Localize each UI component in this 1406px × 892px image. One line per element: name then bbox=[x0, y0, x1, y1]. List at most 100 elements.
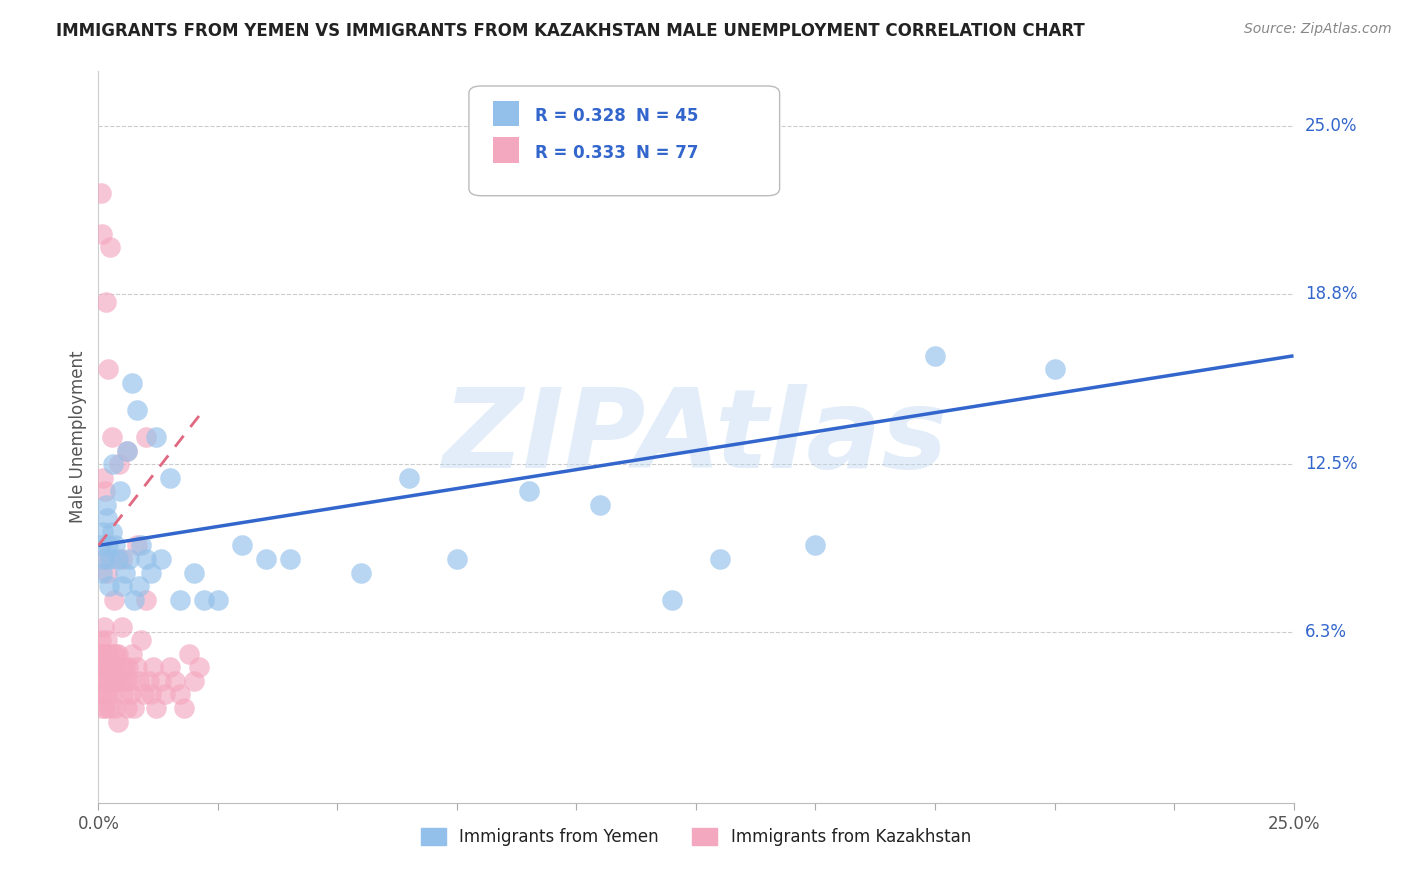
Text: 12.5%: 12.5% bbox=[1305, 455, 1357, 473]
Point bbox=[107, 552, 129, 566]
Bar bbox=[494, 101, 519, 127]
Point bbox=[169, 592, 191, 607]
Point bbox=[517, 484, 540, 499]
Point bbox=[104, 660, 127, 674]
Point bbox=[96, 511, 118, 525]
Point bbox=[89, 660, 111, 674]
Point bbox=[101, 688, 124, 702]
Point bbox=[97, 579, 120, 593]
Point bbox=[101, 524, 124, 539]
Point bbox=[125, 660, 148, 674]
Point bbox=[103, 673, 125, 688]
Point bbox=[110, 660, 132, 674]
Point bbox=[91, 688, 114, 702]
Point bbox=[118, 673, 141, 688]
Point bbox=[139, 688, 162, 702]
Point bbox=[97, 701, 120, 715]
Point bbox=[125, 403, 148, 417]
Legend: Immigrants from Yemen, Immigrants from Kazakhstan: Immigrants from Yemen, Immigrants from K… bbox=[415, 822, 977, 853]
Point bbox=[94, 701, 117, 715]
Point bbox=[114, 660, 136, 674]
Point bbox=[101, 457, 124, 471]
Point bbox=[115, 701, 138, 715]
Point bbox=[804, 538, 827, 552]
Point bbox=[90, 633, 112, 648]
Point bbox=[128, 579, 150, 593]
Point bbox=[231, 538, 253, 552]
Text: ZIPAtlas: ZIPAtlas bbox=[443, 384, 949, 491]
Point bbox=[91, 701, 114, 715]
Point bbox=[90, 186, 112, 201]
Point bbox=[97, 647, 120, 661]
Point bbox=[103, 592, 125, 607]
Point bbox=[183, 566, 205, 580]
Text: N = 77: N = 77 bbox=[637, 144, 699, 161]
Point bbox=[93, 660, 115, 674]
Point bbox=[149, 552, 172, 566]
Point bbox=[96, 566, 118, 580]
Point bbox=[107, 714, 129, 729]
Point bbox=[131, 633, 153, 648]
Point bbox=[350, 566, 373, 580]
Point bbox=[661, 592, 683, 607]
Point bbox=[104, 701, 127, 715]
Point bbox=[139, 566, 162, 580]
Point bbox=[149, 673, 172, 688]
Point bbox=[589, 498, 612, 512]
Point bbox=[159, 660, 181, 674]
Point bbox=[709, 552, 731, 566]
Point bbox=[135, 552, 157, 566]
Point bbox=[138, 673, 160, 688]
Point bbox=[115, 673, 138, 688]
Point bbox=[93, 620, 115, 634]
Point bbox=[90, 673, 112, 688]
Point bbox=[117, 660, 139, 674]
Point bbox=[132, 688, 155, 702]
Point bbox=[96, 660, 118, 674]
Point bbox=[114, 566, 136, 580]
Point bbox=[111, 552, 134, 566]
Point bbox=[111, 620, 134, 634]
Point bbox=[89, 688, 111, 702]
Text: R = 0.328: R = 0.328 bbox=[534, 107, 626, 125]
Point bbox=[94, 647, 117, 661]
Point bbox=[121, 647, 143, 661]
Point bbox=[91, 660, 114, 674]
Point bbox=[254, 552, 277, 566]
Point bbox=[97, 538, 120, 552]
Point bbox=[96, 688, 118, 702]
Text: 6.3%: 6.3% bbox=[1305, 624, 1347, 641]
Point bbox=[97, 362, 120, 376]
Bar bbox=[494, 137, 519, 163]
Point bbox=[155, 688, 177, 702]
Point bbox=[142, 660, 165, 674]
Point bbox=[111, 579, 134, 593]
Point bbox=[159, 471, 181, 485]
Point bbox=[90, 227, 112, 241]
Point bbox=[105, 673, 128, 688]
Point bbox=[187, 660, 209, 674]
Point bbox=[108, 673, 131, 688]
Point bbox=[105, 647, 128, 661]
Text: 18.8%: 18.8% bbox=[1305, 285, 1357, 302]
Point bbox=[93, 484, 115, 499]
Text: IMMIGRANTS FROM YEMEN VS IMMIGRANTS FROM KAZAKHSTAN MALE UNEMPLOYMENT CORRELATIO: IMMIGRANTS FROM YEMEN VS IMMIGRANTS FROM… bbox=[56, 22, 1085, 40]
Point bbox=[94, 294, 117, 309]
Point bbox=[125, 538, 148, 552]
Point bbox=[100, 660, 122, 674]
Point bbox=[98, 240, 122, 254]
Point bbox=[98, 673, 121, 688]
Point bbox=[398, 471, 420, 485]
Point bbox=[163, 673, 186, 688]
Point bbox=[124, 592, 146, 607]
Point bbox=[107, 647, 129, 661]
Text: 25.0%: 25.0% bbox=[1305, 117, 1357, 135]
Point bbox=[145, 430, 167, 444]
Text: R = 0.333: R = 0.333 bbox=[534, 144, 626, 161]
Y-axis label: Male Unemployment: Male Unemployment bbox=[69, 351, 87, 524]
Point bbox=[89, 647, 111, 661]
Point bbox=[135, 430, 157, 444]
Point bbox=[1043, 362, 1066, 376]
Point bbox=[93, 552, 115, 566]
Point bbox=[278, 552, 301, 566]
